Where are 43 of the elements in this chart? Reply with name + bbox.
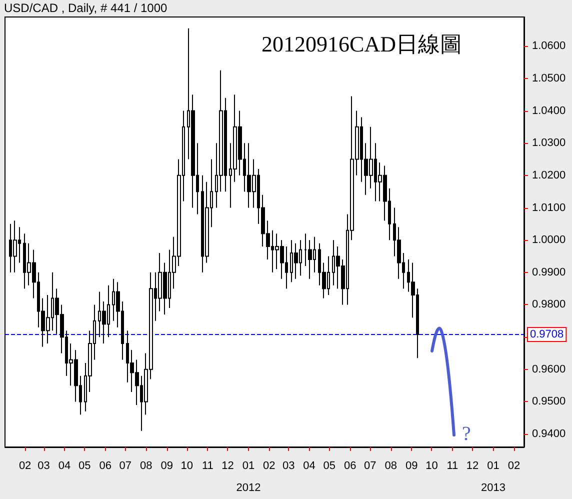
text: 20120916CAD日線圖 xyxy=(262,32,462,56)
y-tick-label: 1.0000 xyxy=(532,234,566,246)
x-tick-label: 09 xyxy=(160,460,173,472)
x-tick-label: 08 xyxy=(384,460,398,472)
x-tick-label: 06 xyxy=(344,460,356,472)
x-tick-label: 04 xyxy=(303,460,316,472)
x-tick-label: 03 xyxy=(38,460,50,472)
x-tick-label: 03 xyxy=(282,460,295,472)
x-tick-label: 02 xyxy=(508,460,520,472)
x-tick-label: 09 xyxy=(406,460,418,472)
y-tick-label: 0.9500 xyxy=(532,396,566,408)
x-tick-label: 10 xyxy=(180,460,194,472)
y-tick-label: 1.0400 xyxy=(532,104,566,117)
x-tick-label: 07 xyxy=(119,460,132,472)
annotation: ? xyxy=(462,423,471,445)
x-tick-label: 12 xyxy=(222,460,234,472)
x-tick-label: 05 xyxy=(323,460,336,472)
y-tick-label: 0.9400 xyxy=(532,428,566,440)
x-tick-label: 04 xyxy=(58,460,71,472)
y-tick-label: 1.0600 xyxy=(532,40,566,52)
x-tick-label: 11 xyxy=(446,460,458,472)
candlestick xyxy=(294,242,298,280)
x-tick-label: 10 xyxy=(426,460,438,472)
x-tick-label: 02 xyxy=(263,460,276,472)
ref-line-label: 0.9708 xyxy=(530,328,564,340)
y-tick-label: 0.9600 xyxy=(532,363,566,376)
y-tick-label: 0.9800 xyxy=(532,298,566,311)
x-tick-label: 01 2013 xyxy=(480,460,506,494)
y-tick-label: 1.0500 xyxy=(532,72,566,84)
x-tick-label: 06 xyxy=(99,460,112,472)
x-tick-label: 11 xyxy=(202,460,214,472)
x-tick-label: 01 2012 xyxy=(236,460,261,494)
x-tick-label: 02 xyxy=(18,460,32,472)
candlestick xyxy=(13,220,17,273)
y-tick-label: 1.0300 xyxy=(532,137,566,150)
text: USD/CAD , Daily, # 441 / 1000 xyxy=(4,1,168,15)
y-tick-label: 1.0100 xyxy=(532,202,566,214)
x-tick-label: 05 xyxy=(78,460,91,472)
x-tick-label: 12 xyxy=(466,460,479,472)
y-tick-label: 1.0200 xyxy=(532,169,566,182)
y-tick-label: 0.9900 xyxy=(532,266,566,278)
x-tick-label: 08 xyxy=(140,460,152,472)
x-tick-label: 07 xyxy=(364,460,376,472)
